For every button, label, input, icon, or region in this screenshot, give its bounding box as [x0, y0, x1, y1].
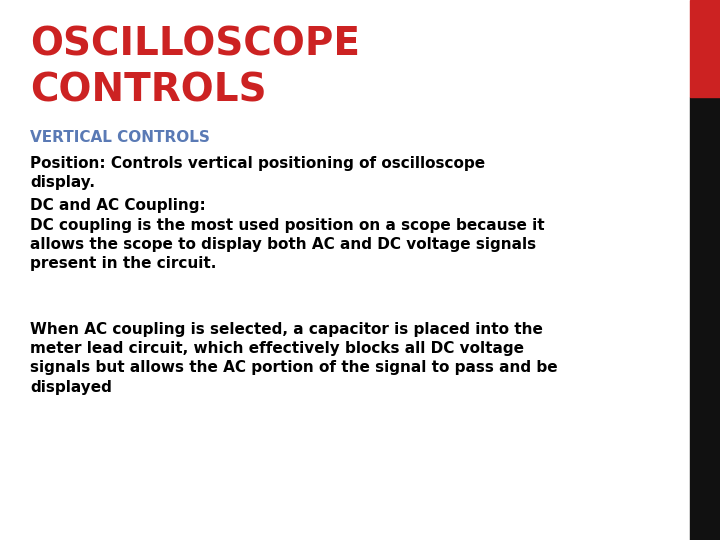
Bar — [690, 0, 720, 97]
Text: DC and AC Coupling:: DC and AC Coupling: — [30, 198, 206, 213]
Text: Position: Controls vertical positioning of oscilloscope
display.: Position: Controls vertical positioning … — [30, 156, 485, 190]
Bar — [690, 97, 720, 540]
Text: When AC coupling is selected, a capacitor is placed into the
meter lead circuit,: When AC coupling is selected, a capacito… — [30, 322, 557, 395]
Text: CONTROLS: CONTROLS — [30, 72, 266, 110]
Text: DC coupling is the most used position on a scope because it
allows the scope to : DC coupling is the most used position on… — [30, 218, 544, 272]
Text: OSCILLOSCOPE: OSCILLOSCOPE — [30, 25, 360, 63]
Text: VERTICAL CONTROLS: VERTICAL CONTROLS — [30, 130, 210, 145]
